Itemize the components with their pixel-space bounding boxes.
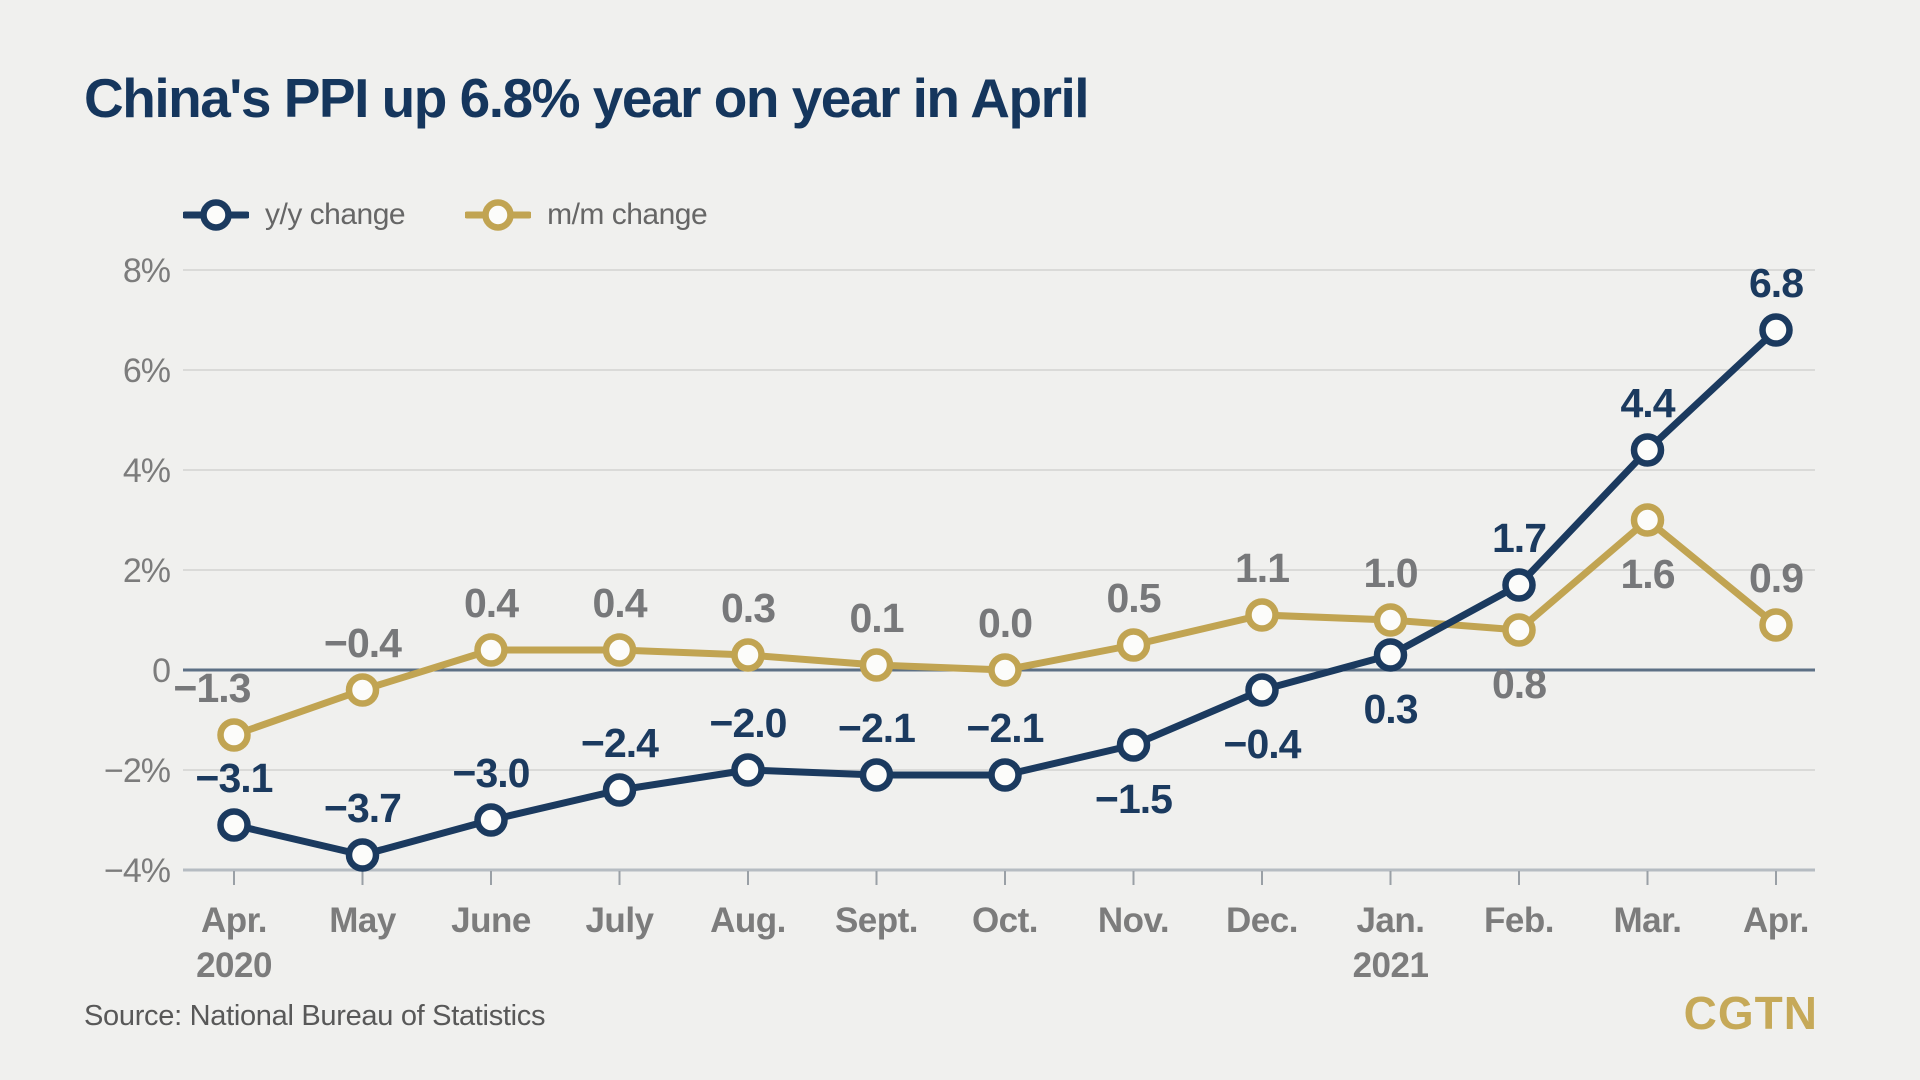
data-value-label: −3.1 xyxy=(196,755,273,801)
data-point-m-m-change xyxy=(1245,598,1279,632)
data-point-m-m-change xyxy=(1373,603,1408,637)
data-value-label: 6.8 xyxy=(1749,260,1803,306)
x-axis-month-label: Nov. xyxy=(1098,901,1169,940)
data-point-m-m-change xyxy=(345,673,380,707)
data-value-label: −2.1 xyxy=(838,705,915,751)
data-value-label: −1.5 xyxy=(1095,776,1172,822)
x-axis-month-label: Feb. xyxy=(1484,901,1554,940)
data-value-label: 0.9 xyxy=(1749,555,1803,601)
x-axis-month-label: Dec. xyxy=(1226,901,1298,940)
x-axis-month-label: June xyxy=(451,901,531,940)
data-point-m-m-change xyxy=(474,633,508,667)
line-marker-icon xyxy=(183,199,249,231)
data-value-label: 0.5 xyxy=(1107,575,1161,621)
data-value-label: −0.4 xyxy=(324,620,402,666)
data-value-label: 0.4 xyxy=(464,580,519,626)
data-point-y-y-change xyxy=(988,758,1022,792)
data-point-m-m-change xyxy=(731,638,765,672)
data-value-label: −2.4 xyxy=(581,720,659,766)
x-axis-month-label: Apr. xyxy=(201,901,267,940)
data-value-label: 1.7 xyxy=(1492,515,1546,561)
x-axis-month-label: Sept. xyxy=(835,901,918,940)
legend-label-mm: m/m change xyxy=(547,198,708,231)
data-value-label: −3.7 xyxy=(324,785,401,831)
data-value-label: 0.8 xyxy=(1492,661,1546,707)
cgtn-logo: CGTN xyxy=(1683,987,1818,1039)
data-point-y-y-change xyxy=(859,758,894,792)
y-axis-tick-label: 0 xyxy=(152,652,170,690)
y-axis-tick-label: 2% xyxy=(123,552,171,590)
data-point-m-m-change xyxy=(1116,628,1151,662)
data-point-m-m-change xyxy=(1502,613,1536,647)
x-axis-month-label: Apr. xyxy=(1743,901,1809,940)
source-note: Source: National Bureau of Statistics xyxy=(84,1000,546,1032)
data-point-y-y-change xyxy=(217,808,251,842)
data-point-y-y-change xyxy=(731,753,765,787)
data-point-m-m-change xyxy=(1759,608,1793,642)
y-axis-tick-label: 4% xyxy=(123,452,171,490)
data-value-label: 1.1 xyxy=(1235,545,1289,591)
x-axis-month-label: Jan. xyxy=(1356,901,1424,940)
data-point-y-y-change xyxy=(1630,433,1665,467)
line-marker-icon xyxy=(465,199,532,231)
data-value-label: 0.0 xyxy=(978,600,1032,646)
data-value-label: 0.4 xyxy=(593,580,648,626)
data-value-label: −3.0 xyxy=(453,750,530,796)
data-point-m-m-change xyxy=(988,653,1022,687)
y-axis-tick-label: 8% xyxy=(123,252,171,290)
x-axis-month-label: Aug. xyxy=(710,901,786,940)
x-axis-year-label: 2020 xyxy=(196,946,272,985)
data-point-y-y-change xyxy=(345,838,380,872)
data-point-y-y-change xyxy=(1245,673,1279,707)
data-point-y-y-change xyxy=(1373,638,1408,672)
data-value-label: 0.3 xyxy=(721,585,775,631)
data-value-label: 0.1 xyxy=(850,595,904,641)
data-value-label: 0.3 xyxy=(1364,686,1418,732)
data-value-label: −2.0 xyxy=(710,700,787,746)
data-point-y-y-change xyxy=(1116,728,1151,762)
x-axis-month-label: Oct. xyxy=(972,901,1038,940)
data-point-y-y-change xyxy=(1759,313,1793,347)
y-axis-tick-label: −4% xyxy=(104,852,171,890)
legend-item-yy: y/y change xyxy=(183,197,406,233)
y-axis-tick-label: −2% xyxy=(104,752,171,790)
x-axis-month-label: May xyxy=(329,901,397,940)
data-value-label: −0.4 xyxy=(1224,721,1302,767)
page-title: China's PPI up 6.8% year on year in Apri… xyxy=(84,67,1090,129)
x-axis-month-label: July xyxy=(585,901,654,940)
data-value-label: 1.6 xyxy=(1621,551,1675,597)
data-point-y-y-change xyxy=(474,803,508,837)
data-point-m-m-change xyxy=(1630,503,1665,537)
legend-item-mm: m/m change xyxy=(465,197,708,233)
x-axis-year-label: 2021 xyxy=(1353,946,1429,985)
data-point-m-m-change xyxy=(859,648,894,682)
data-value-label: −1.3 xyxy=(174,665,251,711)
legend-label-yy: y/y change xyxy=(265,198,406,231)
data-point-m-m-change xyxy=(602,633,637,667)
data-value-label: −2.1 xyxy=(967,705,1044,751)
data-value-label: 1.0 xyxy=(1364,550,1418,596)
data-point-m-m-change xyxy=(217,718,251,752)
y-axis-tick-label: 6% xyxy=(123,352,171,390)
x-axis-month-label: Mar. xyxy=(1613,901,1681,940)
data-value-label: 4.4 xyxy=(1621,380,1676,426)
chart-legend: y/y change m/m change xyxy=(183,197,708,233)
data-point-y-y-change xyxy=(602,773,637,807)
data-point-y-y-change xyxy=(1502,568,1536,602)
